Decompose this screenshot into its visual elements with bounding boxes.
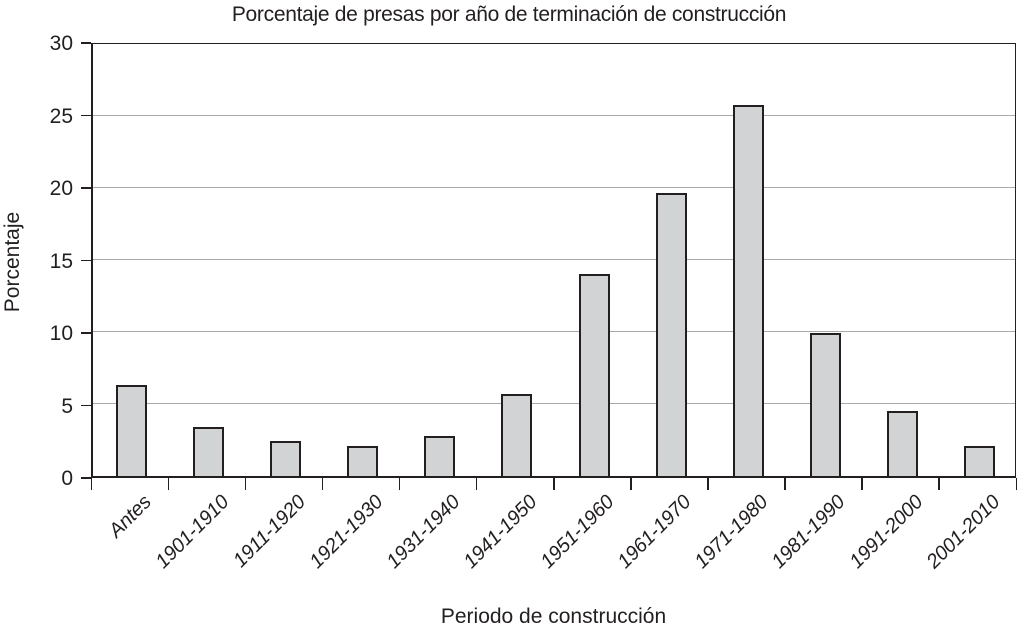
- x-axis-tick: [167, 478, 170, 490]
- gridline: [93, 258, 1015, 261]
- y-axis-tick: [81, 259, 91, 261]
- x-axis-tick: [1015, 478, 1017, 490]
- x-axis-tick-label: 1971-1980: [690, 491, 773, 573]
- bar[interactable]: [270, 441, 302, 476]
- x-axis-title: Periodo de construcción: [440, 605, 667, 628]
- plot-area: [91, 43, 1016, 478]
- bar[interactable]: [424, 435, 456, 476]
- y-axis-tick-label: 25: [49, 104, 73, 128]
- y-axis-tick-label: 10: [49, 322, 73, 345]
- y-axis-tick: [81, 114, 91, 116]
- bar[interactable]: [886, 411, 918, 476]
- x-axis-tick-label: 2001-2010: [922, 491, 1005, 573]
- x-axis-tick-label: 1941-1950: [459, 491, 542, 573]
- x-axis-tick-label: 1931-1940: [382, 491, 465, 573]
- x-axis-tick: [630, 478, 632, 490]
- x-axis-tick-label: Antes: [105, 491, 157, 543]
- x-axis-tick-label: 1961-1970: [613, 491, 696, 573]
- x-axis-tick-label: 1981-1990: [767, 491, 850, 573]
- y-axis-tick-label: 0: [61, 467, 73, 490]
- x-axis-tick: [321, 478, 324, 490]
- x-axis-tick: [553, 478, 555, 490]
- x-axis-tick: [398, 478, 401, 490]
- bar[interactable]: [809, 333, 841, 476]
- bar[interactable]: [578, 273, 610, 476]
- x-axis-tick-label: 1991-2000: [845, 491, 927, 573]
- bar[interactable]: [732, 105, 764, 476]
- bar[interactable]: [655, 193, 687, 476]
- x-axis-tick: [861, 478, 863, 490]
- bar[interactable]: [963, 445, 995, 476]
- gridline: [93, 402, 1015, 405]
- x-axis-tick-label: 1911-1920: [229, 491, 311, 572]
- y-axis-tick: [81, 477, 91, 479]
- y-axis-title: Porcentaje: [1, 211, 24, 313]
- chart-title: Porcentaje de presas por año de terminac…: [231, 3, 787, 26]
- y-axis-tick: [81, 404, 91, 406]
- x-axis-tick: [707, 478, 709, 490]
- x-axis-tick: [244, 478, 247, 490]
- x-axis-tick: [90, 478, 92, 490]
- bar[interactable]: [501, 393, 533, 476]
- x-axis-tick: [475, 478, 478, 490]
- y-axis-tick: [81, 332, 91, 334]
- y-axis-tick: [81, 187, 91, 189]
- x-axis-tick-label: 1921-1930: [305, 491, 388, 573]
- gridline: [93, 114, 1015, 117]
- y-axis-tick-label: 20: [49, 177, 73, 200]
- y-axis-tick-label: 15: [49, 249, 73, 273]
- y-axis-tick-label: 5: [61, 394, 73, 418]
- x-axis-tick: [938, 478, 940, 490]
- y-axis-tick: [81, 42, 91, 44]
- bar[interactable]: [347, 445, 379, 476]
- bar[interactable]: [193, 426, 225, 476]
- x-axis-tick-label: 1951-1960: [536, 491, 619, 573]
- gridline: [93, 186, 1015, 189]
- y-axis-tick-label: 30: [49, 32, 73, 55]
- x-axis-tick-label: 1901-1910: [151, 491, 234, 573]
- bar[interactable]: [116, 385, 148, 476]
- x-axis-tick: [784, 478, 786, 490]
- gridline: [93, 330, 1015, 333]
